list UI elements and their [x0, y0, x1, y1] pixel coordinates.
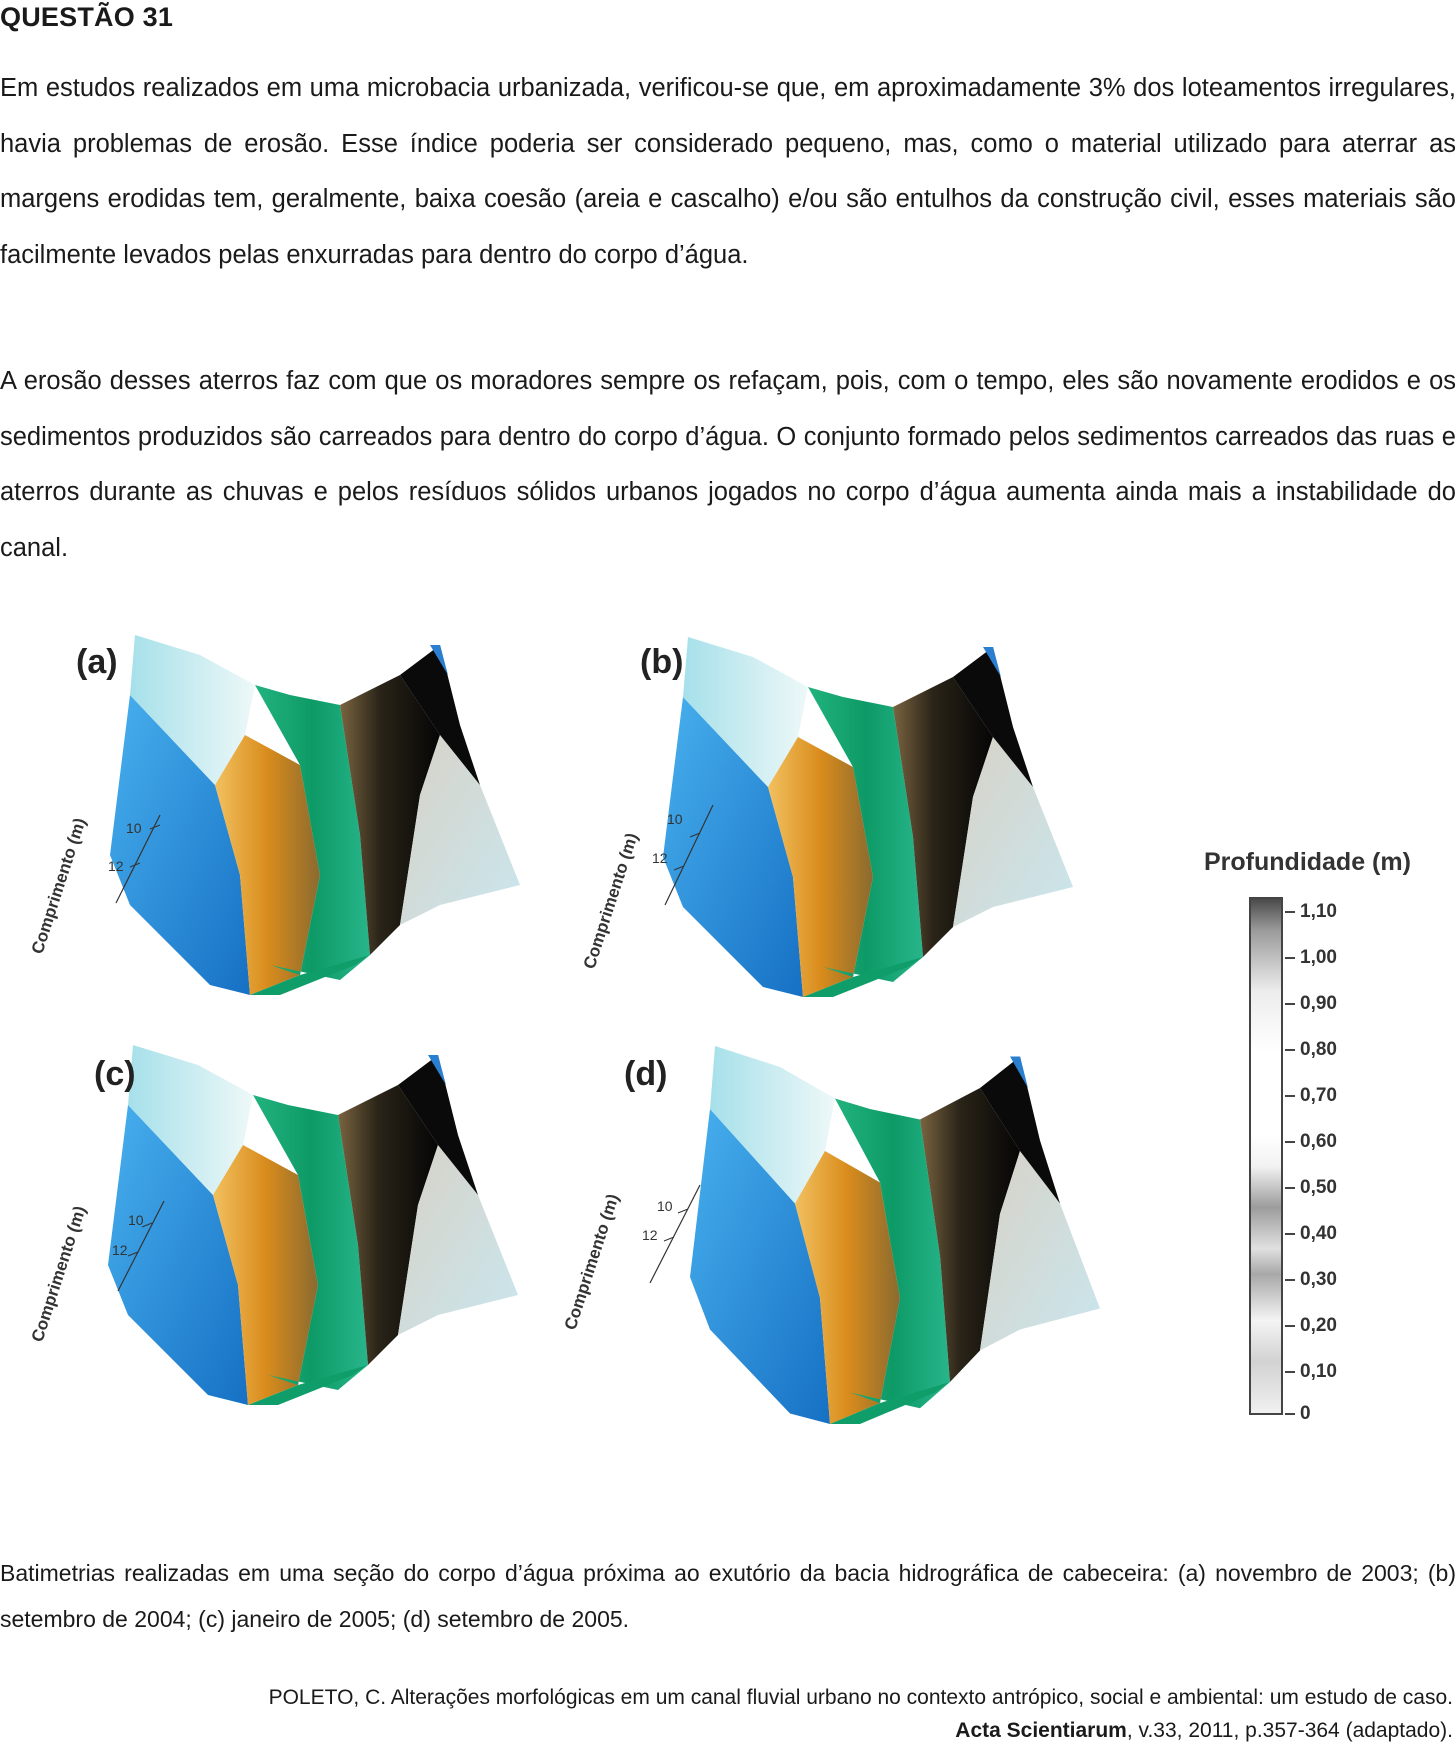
panel-c-axis-title: Comprimento (m) [28, 1204, 90, 1345]
legend-tick [1285, 1187, 1295, 1189]
panel-d-tick-12: 12 [642, 1227, 658, 1243]
journal-name: Acta Scientiarum [955, 1719, 1127, 1742]
legend-tick [1285, 1279, 1295, 1281]
legend-title: Profundidade (m) [1204, 848, 1411, 876]
legend-tick [1285, 1233, 1295, 1235]
legend-label: 0,60 [1300, 1131, 1337, 1152]
panel-a-label: (a) [76, 643, 118, 681]
panel-d-tick-10: 10 [657, 1198, 673, 1214]
panel-d-axis: 10 12 Comprimento (m) [561, 1184, 701, 1333]
panel-a: (a) 10 12 Comprimento (m) [28, 635, 520, 995]
source-journal-line: Acta Scientiarum, v.33, 2011, p.357-364 … [955, 1715, 1453, 1747]
legend-tick [1285, 1325, 1295, 1327]
figure-caption: Batimetrias realizadas em uma seção do c… [0, 1560, 1456, 1632]
panel-d-label: (d) [624, 1055, 667, 1093]
question-title: QUESTÃO 31 [0, 2, 174, 32]
legend-label: 0,80 [1300, 1039, 1337, 1060]
panel-c-tick-10: 10 [128, 1212, 144, 1228]
legend-tick [1285, 911, 1295, 913]
depth-color-scale [1249, 897, 1283, 1415]
paragraph-2: A erosão desses aterros faz com que os m… [0, 367, 1456, 562]
legend-tick [1285, 957, 1295, 959]
panel-a-tick-12: 12 [108, 858, 124, 874]
panel-d: (d) 10 12 Comprimento (m) [561, 1046, 1100, 1424]
legend-label: 0,40 [1300, 1223, 1337, 1244]
panel-c-label: (c) [94, 1055, 136, 1093]
paragraph-1: Em estudos realizados em uma microbacia … [0, 74, 1456, 269]
legend-tick [1285, 1141, 1295, 1143]
legend-label: 0,10 [1300, 1361, 1337, 1382]
legend-label: 1,10 [1300, 901, 1337, 922]
legend-label: 0,70 [1300, 1085, 1337, 1106]
legend-label: 0,30 [1300, 1269, 1337, 1290]
legend-tick [1285, 1003, 1295, 1005]
panel-a-tick-10: 10 [126, 820, 142, 836]
panel-b-axis-title: Comprimento (m) [580, 831, 642, 972]
legend-tick [1285, 1371, 1295, 1373]
panel-a-axis-title: Comprimento (m) [28, 816, 90, 957]
panel-b-tick-10: 10 [667, 811, 683, 827]
panel-b-tick-12: 12 [652, 850, 668, 866]
source-citation: POLETO, C. Alterações morfológicas em um… [268, 1686, 1453, 1709]
panel-c: (c) 10 12 Comprimento (m) [28, 1045, 518, 1405]
legend-label: 0 [1300, 1403, 1311, 1424]
legend-label: 0,50 [1300, 1177, 1337, 1198]
legend-tick [1285, 1095, 1295, 1097]
legend-label: 0,20 [1300, 1315, 1337, 1336]
panel-d-axis-title: Comprimento (m) [561, 1192, 623, 1333]
legend-label: 1,00 [1300, 947, 1337, 968]
panel-c-tick-12: 12 [112, 1242, 128, 1258]
panel-b-label: (b) [640, 643, 683, 681]
panel-b: (b) 10 12 Comprimento (m) [580, 637, 1073, 997]
legend-label: 0,90 [1300, 993, 1337, 1014]
legend-tick [1285, 1049, 1295, 1051]
bathymetry-figure: (a) 10 12 Comprimento (m) (b) 10 12 Comp… [28, 635, 1100, 1424]
journal-details: , v.33, 2011, p.357-364 (adaptado). [1126, 1719, 1453, 1742]
legend-tick [1285, 1413, 1295, 1415]
